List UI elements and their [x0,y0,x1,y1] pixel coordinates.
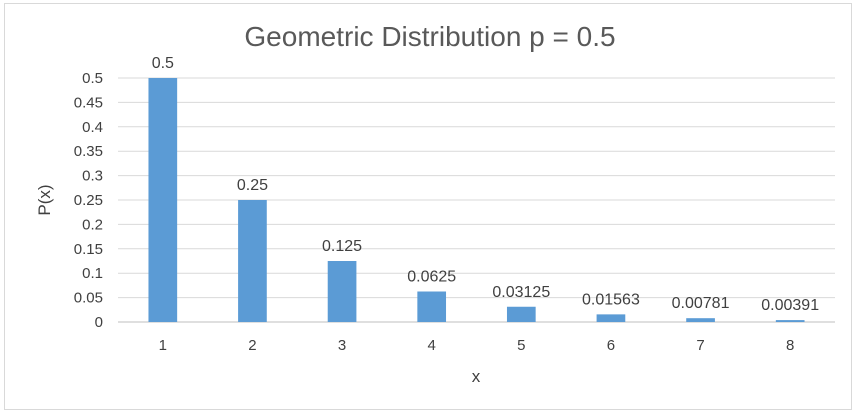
data-label-7: 0.00781 [672,295,730,312]
data-label-3: 0.125 [322,238,362,255]
x-tick-label: 7 [696,337,704,354]
y-tick-label: 0.35 [74,143,103,160]
chart-frame [4,3,852,410]
bar-8 [775,320,805,322]
y-tick-label: 0.05 [74,290,103,307]
y-tick-label: 0.1 [82,265,103,282]
y-tick-label: 0.45 [74,94,103,111]
x-tick-label: 4 [428,337,436,354]
y-tick-label: 0.2 [82,216,103,233]
data-label-4: 0.0625 [407,269,456,286]
gridlines [118,77,835,323]
bar-3 [327,261,357,322]
x-tick-label: 8 [786,337,794,354]
y-tick-label: 0.3 [82,168,103,185]
data-label-6: 0.01563 [582,291,640,308]
y-tick-label: 0.25 [74,192,103,209]
data-label-5: 0.03125 [492,284,550,301]
x-tick-label: 6 [607,337,615,354]
y-tick-label: 0.4 [82,119,103,136]
data-label-2: 0.25 [237,177,268,194]
y-tick-label: 0.5 [82,70,103,87]
bars [148,78,805,322]
bar-4 [417,291,447,322]
chart-title: Geometric Distribution p = 0.5 [244,21,615,52]
data-label-8: 0.00391 [761,297,819,314]
x-tick-label: 3 [338,337,346,354]
data-labels: 0.5 0.25 0.125 0.0625 0.03125 0.01563 0.00781 0… [152,55,820,314]
y-tick-label: 0 [95,314,103,331]
y-axis-title: P(x) [35,184,54,215]
x-axis-title: x [472,367,481,386]
x-axis-ticks: 1 2 3 4 5 6 7 8 [159,337,795,354]
y-axis-ticks: 0 0.05 0.1 0.15 0.2 0.25 0.3 0.35 0.4 0.45 0.5 [74,70,103,331]
bar-5 [506,306,536,322]
x-tick-label: 5 [517,337,525,354]
bar-6 [596,314,626,322]
x-tick-label: 2 [248,337,256,354]
y-tick-label: 0.15 [74,241,103,258]
bar-7 [686,318,715,322]
bar-1 [148,78,178,322]
bar-2 [238,200,267,322]
x-tick-label: 1 [159,337,167,354]
data-label-1: 0.5 [152,55,174,72]
